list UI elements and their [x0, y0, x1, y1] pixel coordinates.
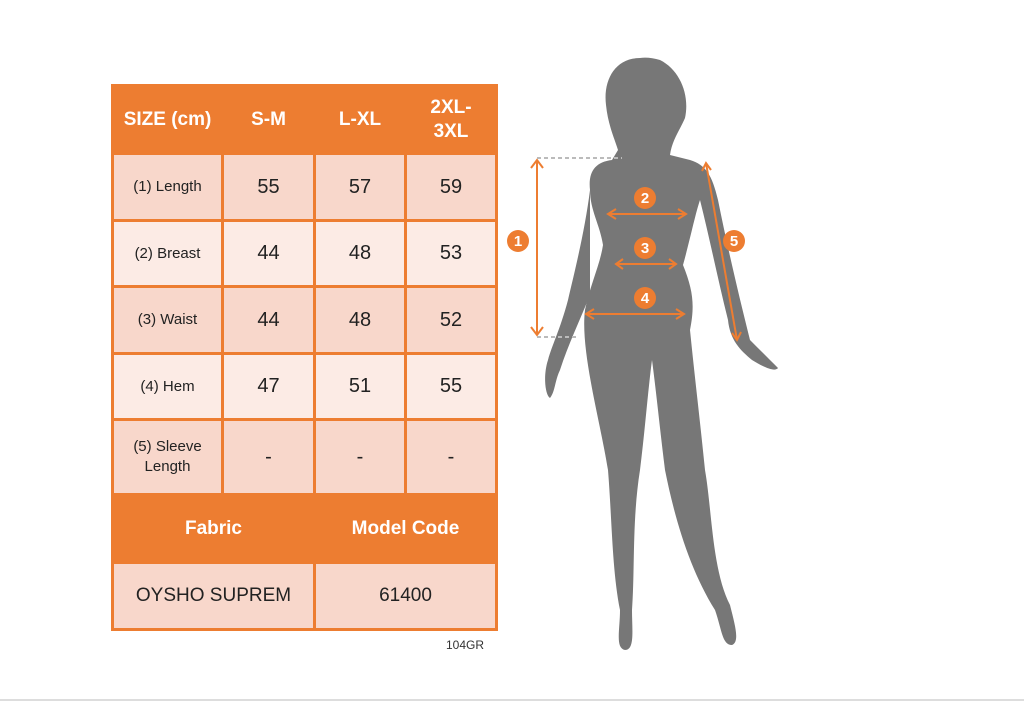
cell: 57 — [313, 152, 407, 222]
table-row: (5) Sleeve Length - - - — [111, 418, 498, 496]
marker-5-icon — [723, 230, 745, 252]
table-row: (2) Breast 44 48 53 — [111, 219, 498, 288]
row-label: (5) Sleeve Length — [111, 418, 224, 496]
cell: 52 — [404, 285, 498, 355]
cell: 51 — [313, 352, 407, 421]
left-arm — [545, 190, 590, 398]
cell: 55 — [221, 152, 316, 222]
row-label: (4) Hem — [111, 352, 224, 421]
divider — [0, 699, 1024, 701]
row-label: (2) Breast — [111, 219, 224, 288]
cell: 47 — [221, 352, 316, 421]
cell: 48 — [313, 219, 407, 288]
model-code-value: 61400 — [313, 561, 498, 631]
sleeve-arrowheads — [701, 161, 742, 342]
cell: - — [221, 418, 316, 496]
table-row: (3) Waist 44 48 52 — [111, 285, 498, 355]
cell: 44 — [221, 219, 316, 288]
marker-3: 3 — [641, 240, 649, 257]
marker-1: 1 — [514, 233, 522, 250]
model-code-header: Model Code — [313, 493, 498, 564]
cell: - — [404, 418, 498, 496]
cell: 53 — [404, 219, 498, 288]
product-code: 104GR — [446, 638, 485, 652]
row-label: (1) Length — [111, 152, 224, 222]
cell: 59 — [404, 152, 498, 222]
header-size: SIZE (cm) — [111, 84, 224, 155]
header-row: SIZE (cm) S-M L-XL 2XL-3XL — [111, 84, 498, 155]
marker-4-icon — [634, 287, 656, 309]
marker-3-icon — [634, 237, 656, 259]
header-s-m: S-M — [221, 84, 316, 155]
marker-2-icon — [634, 187, 656, 209]
waist-arrowheads — [614, 258, 678, 270]
size-chart-table: SIZE (cm) S-M L-XL 2XL-3XL (1) Length 55… — [111, 84, 498, 631]
marker-2: 2 — [641, 190, 649, 207]
length-arrowheads — [530, 158, 544, 337]
header-l-xl: L-XL — [313, 84, 407, 155]
fabric-value: OYSHO SUPREM — [111, 561, 316, 631]
marker-1-icon — [507, 230, 529, 252]
body-silhouette-figure: 1 2 3 4 5 — [507, 57, 778, 651]
table-row: (1) Length 55 57 59 — [111, 152, 498, 222]
silhouette — [584, 57, 778, 651]
table-row: (4) Hem 47 51 55 — [111, 352, 498, 421]
cell: 55 — [404, 352, 498, 421]
cell: 44 — [221, 285, 316, 355]
fabric-header: Fabric — [111, 493, 316, 564]
fabric-row: OYSHO SUPREM 61400 — [111, 561, 498, 631]
breast-arrowheads — [606, 208, 688, 220]
fabric-header-row: Fabric Model Code — [111, 493, 498, 564]
cell: 48 — [313, 285, 407, 355]
hem-arrowheads — [584, 308, 686, 320]
sleeve-arrow — [705, 162, 738, 341]
marker-4: 4 — [641, 290, 650, 307]
cell: - — [313, 418, 407, 496]
header-2xl-3xl: 2XL-3XL — [404, 84, 498, 155]
marker-5: 5 — [730, 233, 738, 250]
row-label: (3) Waist — [111, 285, 224, 355]
